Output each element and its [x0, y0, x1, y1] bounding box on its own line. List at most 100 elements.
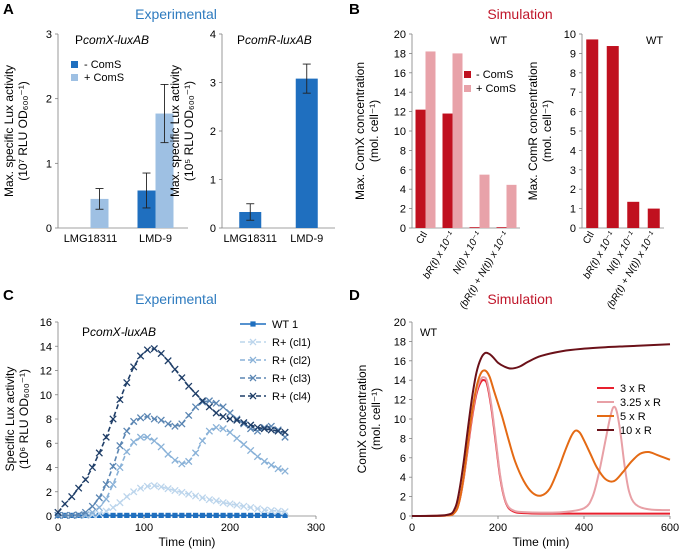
C-point: [116, 499, 124, 507]
C-point: [240, 440, 248, 449]
C-legend-marker: [249, 392, 257, 400]
C-y-tick-label: 16: [40, 317, 52, 329]
C-point: [130, 488, 138, 496]
C-point: [143, 346, 152, 354]
C-point: [260, 425, 269, 433]
C-point: [233, 434, 241, 443]
C-point: [74, 484, 83, 492]
C-point: [143, 433, 152, 441]
C-x-tick-label: 200: [221, 522, 239, 534]
A2-y-tick-label: 4: [210, 29, 216, 41]
simulation-title-top: Simulation: [487, 6, 552, 22]
C-point: [130, 438, 138, 446]
C-point: [164, 420, 172, 428]
C-point: [171, 456, 179, 464]
D-y-tick-label: 4: [400, 472, 406, 484]
C-point: [219, 425, 227, 433]
A1-panel-title: PcomX-luxAB: [75, 33, 149, 47]
C-point: [185, 490, 193, 498]
B2-y-tick-label: 9: [570, 48, 576, 60]
A1-bar: [90, 198, 109, 228]
B1-bar: [442, 113, 453, 228]
C-point: [164, 357, 172, 365]
C-point: [206, 512, 212, 518]
B2-y-tick-label: 7: [570, 87, 576, 99]
A1-category-label: LMG18311: [64, 233, 118, 245]
B1-bar: [506, 184, 517, 228]
A2-title-gene: comR-luxAB: [245, 33, 312, 47]
C-point: [116, 395, 124, 404]
C-point: [248, 512, 254, 518]
C-point: [171, 365, 179, 373]
C-point: [123, 448, 131, 456]
C-point: [246, 421, 255, 429]
B2-y-tick-label: 1: [570, 204, 576, 216]
A2-y-tick-label: 1: [210, 175, 216, 187]
C-point: [260, 506, 269, 514]
C-point: [198, 494, 207, 502]
A1-y-tick-label: 1: [46, 158, 52, 170]
B1-legend-swatch: [464, 85, 471, 92]
C-point: [95, 509, 103, 518]
A2-title-prefix: P: [237, 33, 245, 47]
experimental-title-bottom: Experimental: [135, 291, 217, 307]
C-y-tick-label: 14: [40, 341, 52, 353]
C-point: [109, 480, 117, 489]
B1-y-tick-label: 2: [400, 204, 406, 216]
C-point: [212, 497, 220, 505]
B2-annotation-wt: WT: [646, 35, 663, 47]
C-legend-label: WT 1: [272, 319, 298, 331]
C-point: [193, 512, 199, 518]
C-point: [102, 495, 110, 503]
B1-y-tick-label: 12: [394, 107, 406, 119]
C-point: [54, 508, 62, 517]
C-point: [212, 423, 220, 432]
B1-category-label: Ctl: [414, 230, 430, 246]
C-point: [226, 415, 234, 423]
B1-bar: [469, 227, 480, 228]
A2-category-label: LMG18311: [223, 233, 277, 245]
panel-label-a: A: [3, 1, 14, 18]
C-point: [198, 397, 207, 405]
C-series-line-2: [58, 426, 286, 517]
C-point: [136, 414, 145, 422]
C-point: [130, 417, 138, 426]
A1-y-tick-label: 2: [46, 94, 52, 106]
C-point: [95, 494, 103, 502]
B2-y-label-0: Max. ComR concentration: [526, 62, 540, 201]
C-point: [61, 511, 69, 520]
A2-bar: [295, 78, 318, 229]
A2-category-label: LMD-9: [290, 233, 323, 245]
D-y-tick-label: 20: [394, 317, 406, 329]
D-legend-label: 3 x R: [620, 383, 646, 395]
C-point: [124, 512, 130, 518]
B1-bar: [425, 51, 436, 229]
C-point: [143, 482, 152, 490]
C-point: [178, 460, 186, 468]
C-point: [240, 502, 248, 510]
C-point: [205, 403, 214, 411]
A1-bar: [137, 190, 156, 228]
panel-label-b: B: [349, 1, 360, 18]
A1-legend-label: - ComS: [84, 59, 121, 71]
C-point: [275, 512, 281, 518]
C-point: [150, 437, 158, 445]
B1-y-tick-label: 16: [394, 68, 406, 80]
B1-bar: [496, 227, 507, 228]
C-point: [144, 512, 151, 518]
C-point: [68, 511, 76, 520]
A2-y-tick-label: 3: [210, 78, 216, 90]
C-point: [219, 403, 227, 411]
C-point: [157, 416, 165, 424]
C-point: [109, 503, 117, 512]
C-x-tick-label: 0: [55, 522, 61, 534]
C-point: [117, 512, 123, 518]
C-point: [267, 426, 275, 434]
A1-bar: [155, 113, 174, 228]
C-point: [150, 482, 158, 490]
C-legend-marker: [250, 321, 256, 327]
C-point: [130, 363, 138, 371]
D-annotation-wt: WT: [420, 327, 437, 339]
C-point: [102, 433, 110, 441]
C-point: [171, 422, 179, 430]
